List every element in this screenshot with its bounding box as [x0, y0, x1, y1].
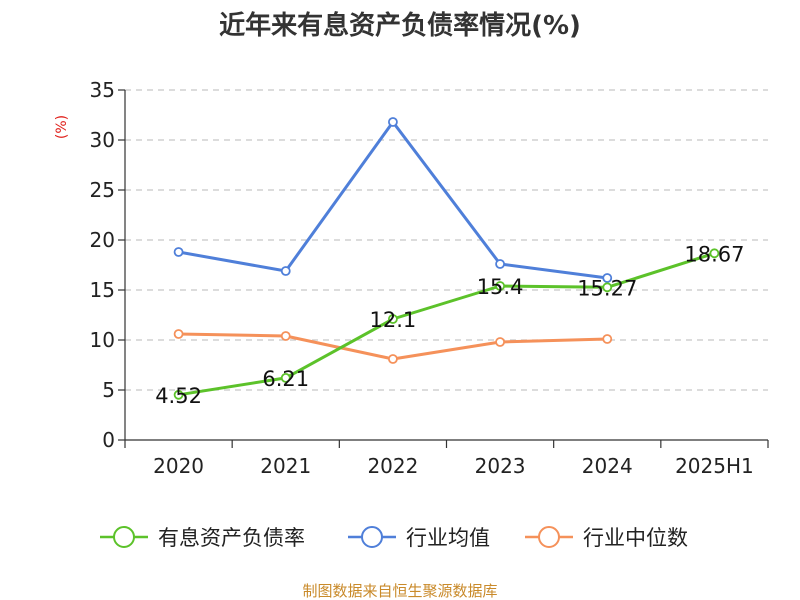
axes: 0 5 10 15 20 25 30 35 2020 2021 2022 2023 2024 2025H1 [90, 78, 769, 478]
legend-swatch-marker [361, 526, 383, 548]
chart-title: 近年来有息资产负债率情况(%) [219, 10, 581, 41]
data-label: 18.67 [684, 242, 744, 266]
legend-swatch-marker [113, 526, 135, 548]
y-tick-label: 20 [90, 228, 115, 252]
series-point [602, 334, 613, 344]
series-point [388, 314, 398, 324]
series-line [178, 251, 715, 397]
series-point [495, 259, 505, 269]
x-tick-label: 2025H1 [675, 454, 754, 478]
y-tick-label: 5 [102, 378, 115, 402]
x-tick-label: 2024 [582, 454, 633, 478]
data-label: 4.52 [155, 384, 202, 408]
x-tick-label: 2022 [367, 454, 418, 478]
series-point [280, 372, 291, 383]
series-point [173, 389, 184, 400]
legend-label: 行业均值 [406, 526, 490, 550]
series-point [495, 281, 505, 291]
series-point [709, 248, 720, 259]
series-lines [173, 117, 720, 400]
legend-label: 有息资产负债率 [158, 526, 305, 550]
legend-swatch-marker [538, 526, 560, 548]
grid-lines [125, 89, 768, 391]
data-labels: 4.52 6.21 12.1 15.4 15.27 18.67 [155, 242, 744, 408]
series-point [173, 247, 184, 257]
data-label: 12.1 [370, 308, 417, 332]
series-point [602, 282, 613, 293]
y-tick-label: 25 [90, 178, 115, 202]
data-label: 6.21 [262, 367, 309, 391]
x-tick-label: 2023 [475, 454, 526, 478]
x-tick-label: 2021 [260, 454, 311, 478]
series-line [178, 120, 608, 280]
y-tick-label: 30 [90, 128, 115, 152]
series-point [280, 331, 291, 341]
legend: 有息资产负债率 行业均值 行业中位数 [100, 526, 688, 550]
data-label: 15.4 [477, 275, 524, 299]
y-tick-label: 35 [90, 78, 115, 102]
y-tick-label: 0 [102, 428, 115, 452]
data-label: 15.27 [577, 276, 637, 300]
source-note: 制图数据来自恒生聚源数据库 [302, 582, 497, 600]
y-tick-label: 10 [90, 328, 115, 352]
x-tick-label: 2020 [153, 454, 204, 478]
y-tick-label: 15 [90, 278, 115, 302]
legend-label: 行业中位数 [583, 526, 688, 550]
series-point [602, 273, 613, 283]
series-point [388, 354, 398, 364]
series-point [280, 266, 291, 276]
series-point [495, 337, 505, 347]
series-point [173, 329, 184, 339]
y-axis-unit-label: (%) [54, 115, 70, 139]
series-point [388, 117, 398, 127]
